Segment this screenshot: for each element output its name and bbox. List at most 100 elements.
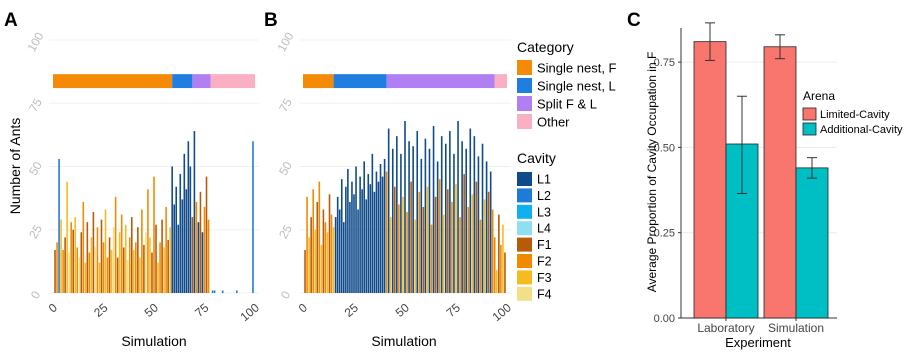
a-bar-f1 [80,232,83,293]
a-bar-f1 [130,217,133,293]
a-bar-f2 [128,237,131,293]
panel-label-a: A [4,10,18,31]
arena-legend-swatch [802,107,817,121]
b-bar-l1 [391,148,394,293]
b-bar-f3 [332,227,335,293]
b-bar-l1 [351,181,353,293]
a-bar-f3 [74,217,77,293]
a-y-tick-label: 100 [24,30,46,55]
a-category-segment [53,74,173,89]
category-legend-swatch [517,78,532,93]
b-bar-f2 [451,201,453,293]
b-bar-f3 [483,199,486,293]
a-bar-f4 [145,232,147,293]
a-bar-l1 [197,222,200,293]
b-bar-f1 [422,206,425,293]
category-legend-label: Other [537,115,570,130]
arena-legend-title: Arena [803,89,835,103]
b-bar-f2 [318,181,321,293]
b-bar-f1 [322,209,325,293]
a-bar-l1 [193,131,196,293]
panel-c-bar-limited-cavity [763,46,797,319]
cavity-legend-swatch [517,270,532,285]
b-bar-f2 [385,171,388,293]
a-bar-f1 [108,237,111,293]
b-bar-f2 [493,237,496,293]
category-legend-label: Single nest, F [537,61,617,76]
a-bar-l2 [211,290,214,293]
a-category-segment [210,74,255,89]
b-bar-l1 [457,120,459,294]
b-bar-l1 [420,158,423,293]
b-bar-l1 [473,136,476,293]
a-bar-l1 [181,199,184,293]
a-bar-f3 [149,237,151,293]
b-bar-f2 [324,222,327,293]
b-bar-f1 [394,186,396,293]
b-bar-f2 [491,209,494,293]
panel-c-x-tick-label: Laboratory [697,321,754,335]
cavity-legend-label: L2 [537,189,551,203]
a-bar-f2 [147,189,149,293]
a-bar-l2 [252,141,254,293]
a-bar-f2 [153,176,155,293]
a-bar-f2 [114,196,117,293]
a-bar-l1 [185,189,188,293]
b-x-tick-label: 50 [393,300,412,320]
panel-label-c: C [627,10,641,31]
b-bar-f1 [498,214,500,293]
a-x-tick-label: 100 [238,300,263,324]
b-bar-f2 [306,196,308,293]
b-y-tick-label: 75 [276,96,295,115]
a-bar-f1 [92,212,95,293]
panel-c-y-tick-label: 0.25 [654,228,675,240]
a-bar-f4 [112,227,115,293]
a-bar-f3 [124,224,127,293]
a-y-tick-label: 25 [26,222,45,241]
b-y-tick-label: 100 [274,30,296,55]
b-bar-f2 [406,212,408,293]
panel-c-bar-limited-cavity [693,41,727,319]
a-bar-f4 [68,252,70,293]
a-bar-f1 [205,176,208,293]
b-bar-f2 [430,224,433,293]
b-category-segment [494,74,507,89]
a-bar-f2 [207,219,210,293]
b-bar-l1 [424,138,427,293]
a-bar-l2 [221,290,224,293]
a-bar-f2 [62,249,64,293]
b-bar-l1 [383,158,386,293]
b-bar-l1 [340,179,343,293]
a-bar-f2 [135,242,137,293]
b-bar-f3 [442,214,445,293]
category-legend-label: Single nest, L [537,79,616,94]
b-bar-l1 [396,136,398,293]
a-bar-f2 [76,247,79,293]
a-bar-l1 [173,204,175,293]
b-bar-f1 [316,201,319,293]
b-bar-l1 [432,126,435,294]
b-bar-f2 [500,244,502,293]
category-legend-swatch [517,96,532,111]
b-y-tick-label: 50 [276,159,295,178]
cavity-legend-swatch [517,172,532,186]
b-bar-f1 [410,181,412,293]
a-bar-l2 [58,158,60,293]
a-bar-l1 [177,224,180,293]
a-bar-f3 [98,262,101,293]
cavity-legend-swatch [517,286,532,301]
cavity-legend-swatch [517,204,532,219]
a-x-tick-label: 0 [46,300,60,315]
a-bar-f3 [139,257,141,293]
b-bar-l1 [334,217,337,293]
category-legend-title: Category [517,39,574,55]
category-legend-label: Split F & L [537,97,597,112]
a-bar-f2 [165,206,167,293]
a-bar-l1 [179,174,182,293]
b-bar-f1 [328,194,331,293]
b-bar-l1 [345,186,347,293]
a-y-tick-label: 50 [26,159,45,178]
b-bar-f1 [310,217,312,293]
panel-a-plot: 0 25 50 75 100 0 25 50 75 100 Simulation Number … [7,30,262,349]
